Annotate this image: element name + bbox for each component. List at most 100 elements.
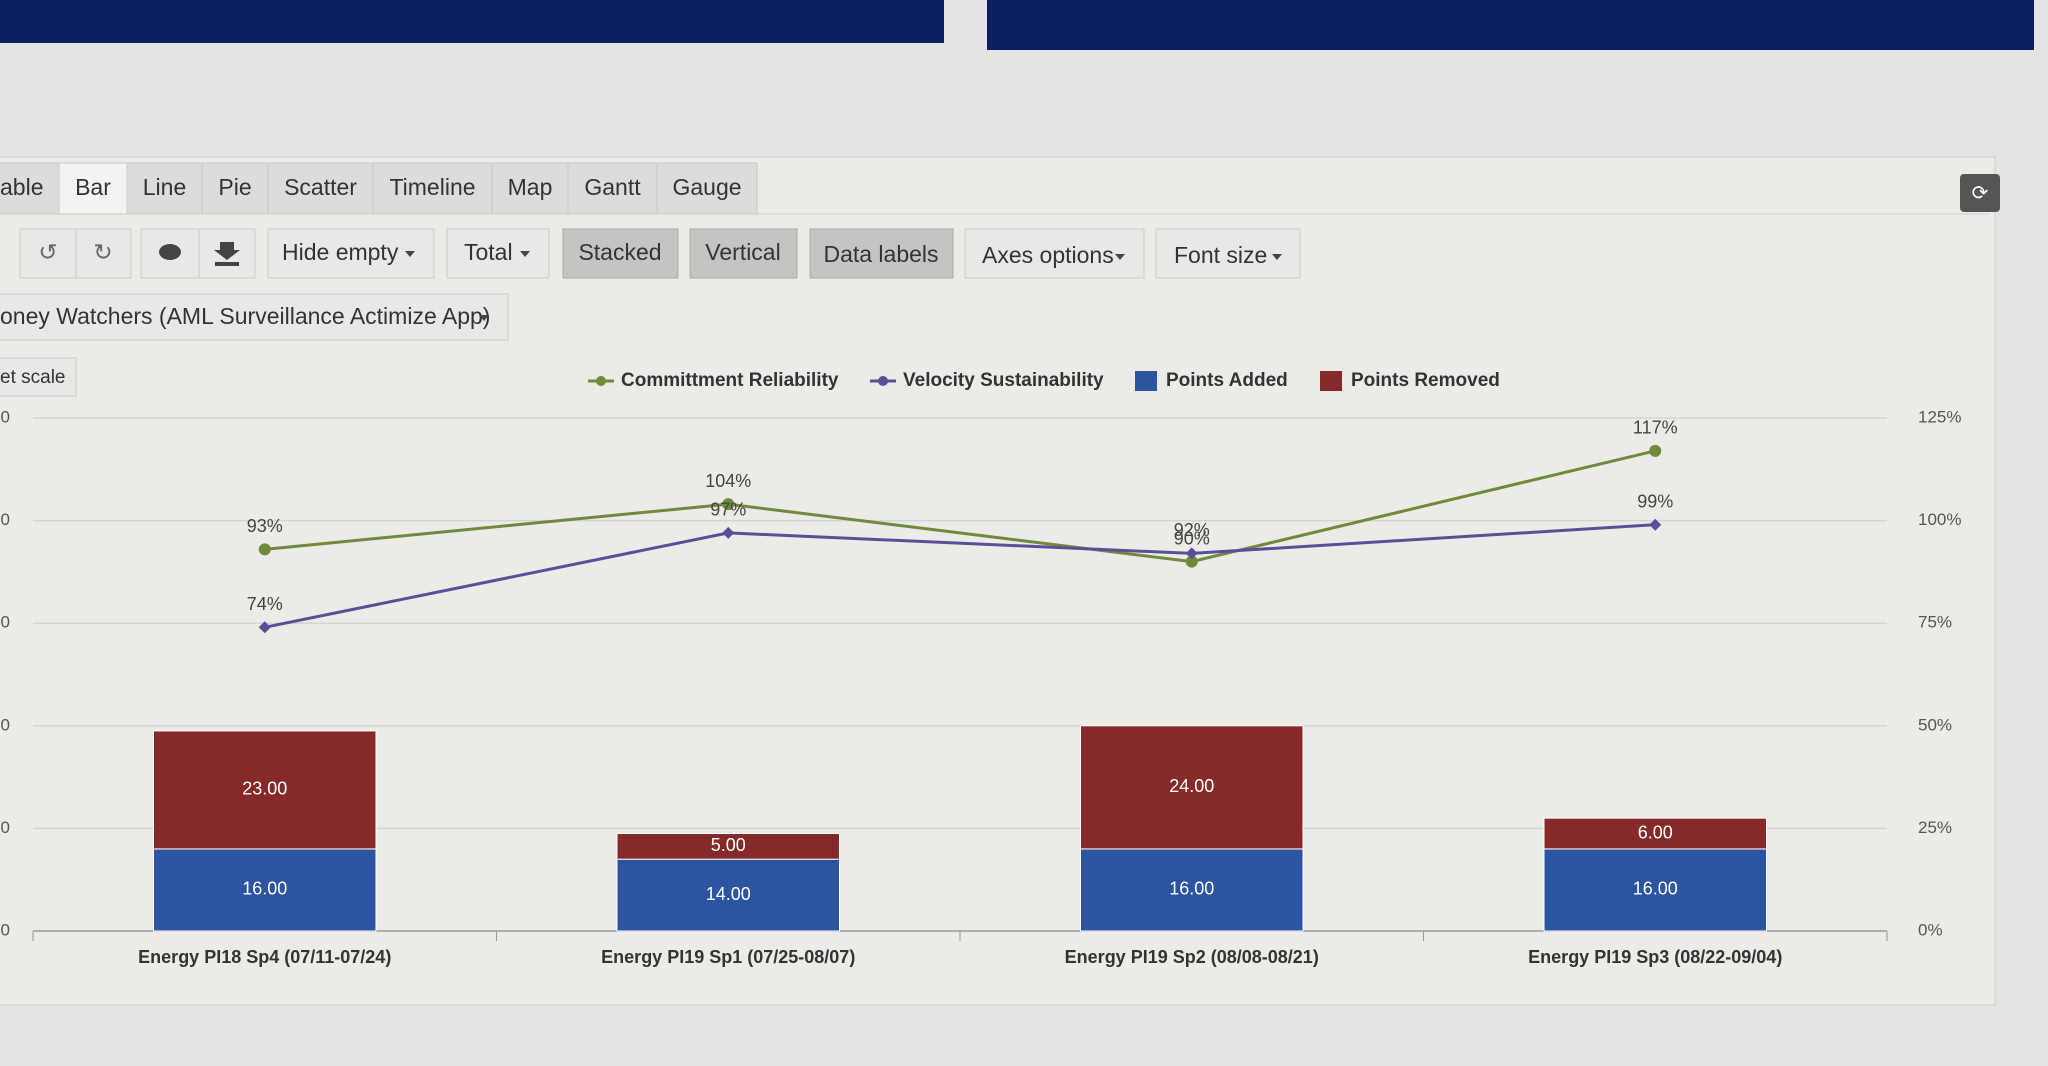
point — [722, 526, 735, 539]
download-button[interactable] — [198, 228, 256, 279]
tab-label: Timeline — [389, 174, 475, 200]
data-labels-toggle[interactable]: Data labels — [809, 228, 954, 279]
dropdown-label: oney Watchers (AML Surveillance Actimize… — [0, 303, 490, 329]
redo-button[interactable]: ↻ — [75, 228, 132, 279]
stacked-toggle[interactable]: Stacked — [562, 228, 679, 279]
legend-marker — [596, 376, 606, 386]
tab[interactable]: Gantt — [567, 162, 658, 215]
vertical-toggle[interactable]: Vertical — [689, 228, 798, 279]
tab[interactable]: Scatter — [267, 162, 374, 215]
bar — [1080, 848, 1304, 932]
tab-background — [372, 162, 493, 215]
data-label: 16.00 — [242, 879, 287, 899]
data-label: 90% — [1174, 528, 1210, 548]
y2-tick-label: 25% — [1918, 818, 1952, 837]
reset-scale-button[interactable]: et scale — [0, 357, 77, 397]
legend-label: Committment Reliability — [621, 370, 839, 391]
data-label: 14.00 — [706, 884, 751, 904]
legend-marker — [878, 376, 888, 386]
data-label: 16.00 — [1633, 879, 1678, 899]
data-label: 5.00 — [711, 835, 746, 855]
y-tick-label: 20 — [0, 818, 10, 837]
tab-background — [201, 162, 269, 215]
y2-tick-label: 125% — [1918, 407, 1961, 426]
x-tick-label: Energy PI18 Sp4 (07/11-07/24) — [138, 947, 391, 967]
axes-options-dropdown[interactable]: Axes options — [964, 228, 1145, 279]
data-label: 16.00 — [1169, 879, 1214, 899]
legend-swatch — [1320, 371, 1342, 391]
y-tick-label: 40 — [0, 715, 10, 734]
tab[interactable]: Bar — [58, 162, 128, 215]
bar — [616, 833, 840, 860]
svg-text:↻: ↻ — [93, 239, 112, 265]
bar — [1080, 725, 1304, 850]
data-label: 6.00 — [1638, 822, 1673, 842]
legend-item[interactable]: Committment Reliability — [588, 370, 839, 391]
point — [258, 621, 271, 634]
button-label: Data labels — [823, 241, 938, 267]
tab[interactable]: Pie — [201, 162, 269, 215]
legend-item[interactable]: Points Removed — [1320, 370, 1500, 391]
point — [1185, 555, 1198, 568]
font-size-dropdown[interactable]: Font size — [1155, 228, 1301, 279]
bar — [1543, 848, 1767, 932]
point — [1185, 547, 1198, 560]
tab-background — [491, 162, 569, 215]
data-label: 23.00 — [242, 779, 287, 799]
undo-button[interactable]: ↺ — [19, 228, 77, 279]
button-label: et scale — [0, 367, 65, 388]
y-tick-label: 100 — [0, 407, 10, 426]
data-label: 93% — [247, 516, 283, 536]
legend-label: Velocity Sustainability — [903, 370, 1104, 391]
y2-tick-label: 50% — [1918, 715, 1952, 734]
button-label: Axes options — [982, 242, 1114, 268]
button-label: Hide empty — [282, 239, 399, 265]
x-tick-label: Energy PI19 Sp1 (07/25-08/07) — [601, 947, 855, 967]
tab[interactable]: Map — [491, 162, 569, 215]
line — [264, 449, 1656, 564]
comment-button[interactable] — [140, 228, 200, 279]
tab-label: Pie — [218, 174, 251, 200]
tab[interactable]: Line — [126, 162, 203, 215]
legend-item[interactable]: Points Added — [1135, 370, 1288, 391]
y2-tick-label: 0% — [1918, 920, 1943, 939]
tab-label: Gauge — [672, 174, 741, 200]
point — [1649, 518, 1662, 531]
tab-label: Bar — [75, 174, 111, 200]
total-dropdown[interactable]: Total — [446, 228, 550, 279]
legend-label: Points Removed — [1351, 370, 1500, 391]
point — [258, 543, 271, 556]
tab[interactable]: able — [0, 162, 60, 215]
tab-label: able — [0, 174, 43, 200]
refresh-button[interactable]: ⟳ — [1960, 174, 2000, 212]
y-tick-label: 80 — [0, 510, 10, 529]
data-label: 92% — [1174, 520, 1210, 540]
point — [722, 498, 735, 511]
x-tick-label: Energy PI19 Sp3 (08/22-09/04) — [1528, 947, 1782, 967]
data-label: 74% — [247, 594, 283, 614]
tab-background — [126, 162, 203, 215]
legend-item[interactable]: Velocity Sustainability — [870, 370, 1104, 391]
tab-label: Scatter — [284, 174, 357, 200]
tab-background — [656, 162, 758, 215]
tab-background — [567, 162, 658, 215]
data-label: 104% — [705, 471, 751, 491]
tab[interactable]: Gauge — [656, 162, 758, 215]
data-label: 24.00 — [1169, 776, 1214, 796]
bar — [1543, 817, 1767, 850]
top-bar — [0, 0, 944, 43]
hide-empty-dropdown[interactable]: Hide empty — [267, 228, 435, 279]
line — [264, 523, 1656, 629]
y-tick-label: 60 — [0, 613, 10, 632]
data-label: 97% — [710, 500, 746, 520]
data-label: 117% — [1633, 418, 1678, 438]
y2-tick-label: 75% — [1918, 613, 1952, 632]
tab-label: Line — [143, 174, 186, 200]
y-tick-label: 0 — [1, 920, 10, 939]
tab[interactable]: Timeline — [372, 162, 493, 215]
bar — [153, 848, 377, 932]
legend-swatch — [1135, 371, 1157, 391]
button-label: Stacked — [578, 239, 661, 265]
project-dropdown[interactable]: oney Watchers (AML Surveillance Actimize… — [0, 293, 509, 341]
